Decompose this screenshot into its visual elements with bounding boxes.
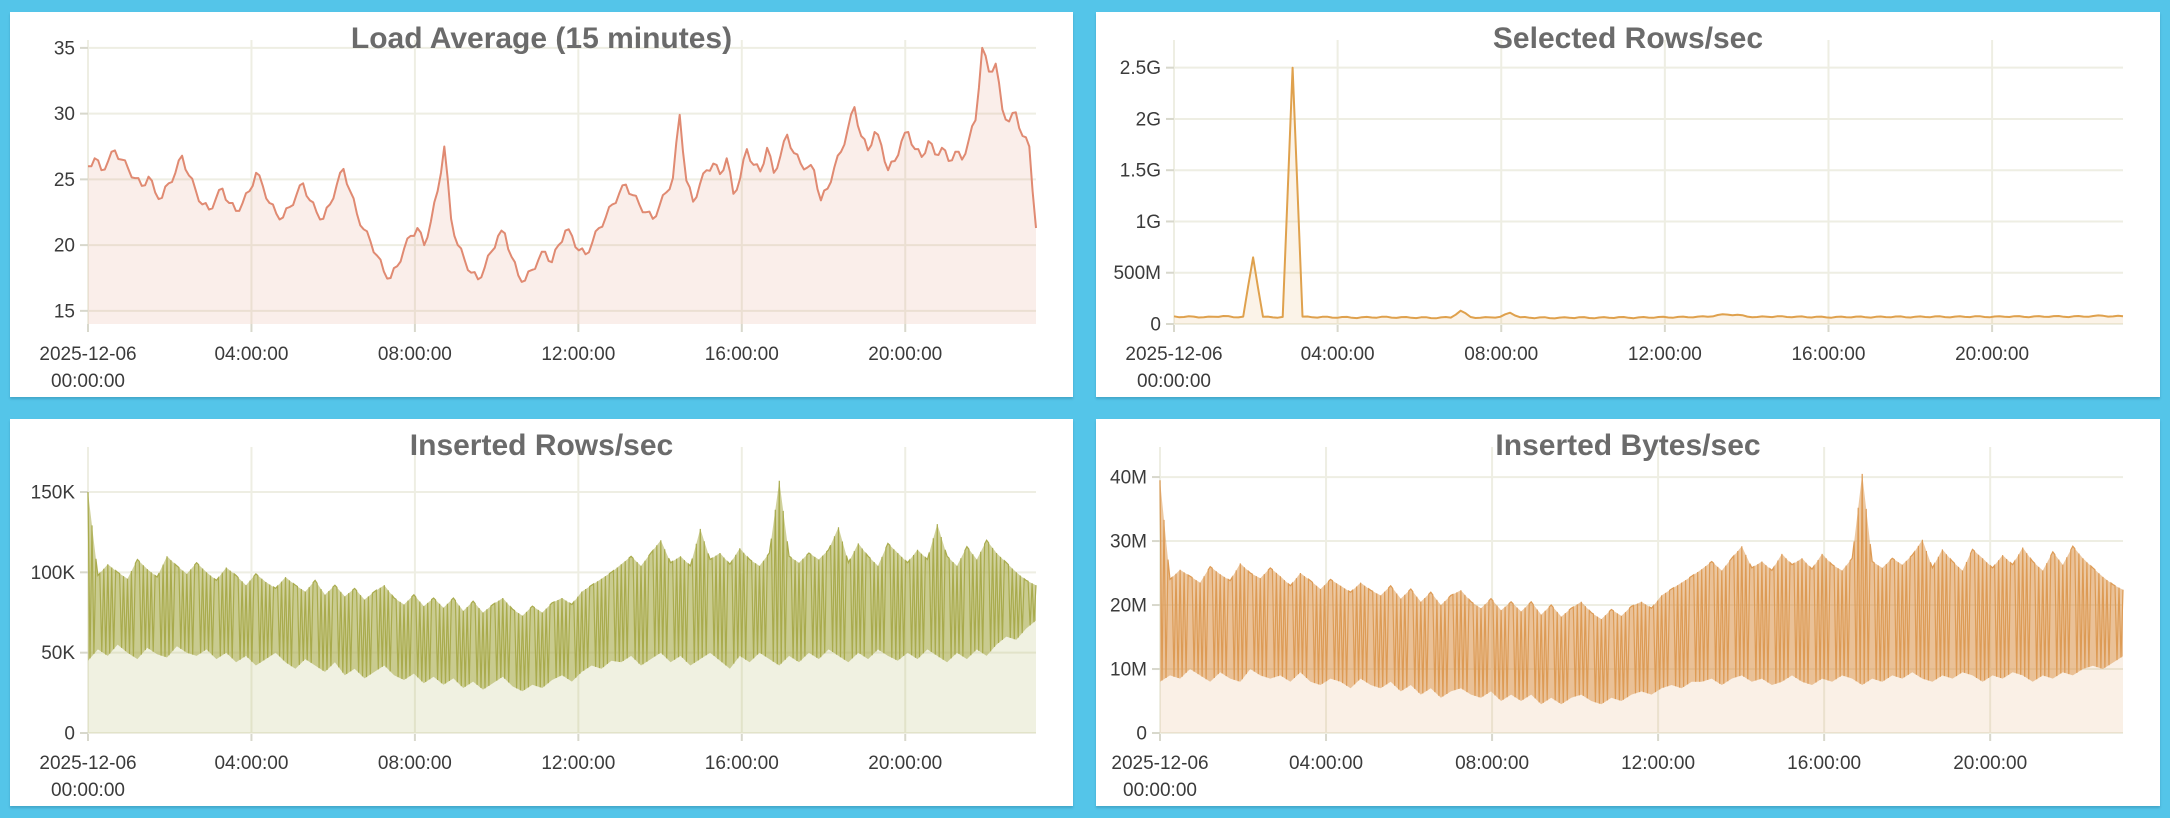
svg-text:500M: 500M — [1113, 263, 1161, 284]
svg-text:0: 0 — [1150, 314, 1161, 335]
svg-text:2.5G: 2.5G — [1120, 58, 1161, 79]
svg-text:04:00:00: 04:00:00 — [214, 344, 288, 365]
svg-text:25: 25 — [54, 170, 75, 191]
svg-text:10M: 10M — [1110, 659, 1147, 680]
svg-text:04:00:00: 04:00:00 — [1301, 344, 1375, 365]
svg-text:16:00:00: 16:00:00 — [1787, 753, 1861, 774]
chart-title-load-average: Load Average (15 minutes) — [350, 22, 733, 55]
chart-inserted-bytes-per-sec[interactable]: 0 10M 20M 30M 40M 2025-12-06 00:00:00 04:00:00 0… — [1096, 419, 2160, 806]
svg-text:1.5G: 1.5G — [1120, 161, 1161, 182]
svg-text:30: 30 — [54, 104, 75, 125]
svg-text:20:00:00: 20:00:00 — [868, 753, 942, 774]
svg-text:16:00:00: 16:00:00 — [705, 344, 779, 365]
panel-inserted-bytes-per-sec: Inserted Bytes/sec 0 10M 20M 30M 40M 2025-12-… — [1096, 419, 2160, 806]
svg-text:2025-12-06: 2025-12-06 — [1125, 344, 1222, 365]
svg-text:0: 0 — [64, 723, 75, 744]
svg-text:20: 20 — [54, 236, 75, 257]
chart-selected-rows-per-sec[interactable]: 0 500M 1G 1.5G 2G 2.5G 2025-12-06 00:00:00 04:00… — [1096, 12, 2160, 397]
svg-text:0: 0 — [1136, 723, 1147, 744]
svg-text:30M: 30M — [1110, 532, 1147, 553]
svg-text:08:00:00: 08:00:00 — [378, 753, 452, 774]
svg-text:20M: 20M — [1110, 595, 1147, 616]
svg-text:2025-12-06: 2025-12-06 — [39, 344, 136, 365]
svg-text:00:00:00: 00:00:00 — [1123, 780, 1197, 801]
panel-selected-rows-per-sec: Selected Rows/sec 0 500M 1G 1.5G 2G 2.5G 2025-… — [1096, 12, 2160, 397]
svg-text:2025-12-06: 2025-12-06 — [1111, 753, 1208, 774]
svg-text:1G: 1G — [1136, 212, 1161, 233]
chart-load-average[interactable]: 15 20 25 30 35 2025-12-06 00:00:00 04:00:00 08:0… — [10, 12, 1073, 397]
chart-title-selected-rows: Selected Rows/sec — [1492, 22, 1764, 55]
panel-inserted-rows-per-sec: Inserted Rows/sec 0 50K 100K 150K 2025-12-06… — [10, 419, 1073, 806]
svg-text:2G: 2G — [1136, 109, 1161, 130]
svg-text:150K: 150K — [31, 482, 76, 503]
svg-text:08:00:00: 08:00:00 — [1464, 344, 1538, 365]
svg-text:00:00:00: 00:00:00 — [51, 780, 125, 801]
svg-text:12:00:00: 12:00:00 — [541, 344, 615, 365]
svg-text:16:00:00: 16:00:00 — [1791, 344, 1865, 365]
chart-inserted-rows-per-sec[interactable]: 0 50K 100K 150K 2025-12-06 00:00:00 04:00:00 08… — [10, 419, 1073, 806]
svg-text:40M: 40M — [1110, 468, 1147, 489]
svg-text:12:00:00: 12:00:00 — [1628, 344, 1702, 365]
svg-text:00:00:00: 00:00:00 — [51, 371, 125, 392]
chart-title-inserted-rows: Inserted Rows/sec — [409, 429, 674, 462]
svg-text:00:00:00: 00:00:00 — [1137, 371, 1211, 392]
svg-text:100K: 100K — [31, 563, 76, 584]
svg-text:08:00:00: 08:00:00 — [1455, 753, 1529, 774]
svg-text:15: 15 — [54, 301, 75, 322]
svg-text:08:00:00: 08:00:00 — [378, 344, 452, 365]
panel-load-average: Load Average (15 minutes) 15 20 25 30 35 2025… — [10, 12, 1073, 397]
svg-text:04:00:00: 04:00:00 — [1289, 753, 1363, 774]
svg-text:16:00:00: 16:00:00 — [705, 753, 779, 774]
svg-text:12:00:00: 12:00:00 — [1621, 753, 1695, 774]
svg-text:2025-12-06: 2025-12-06 — [39, 753, 136, 774]
svg-text:50K: 50K — [41, 643, 75, 664]
svg-text:35: 35 — [54, 38, 75, 59]
svg-text:04:00:00: 04:00:00 — [214, 753, 288, 774]
chart-title-inserted-bytes: Inserted Bytes/sec — [1495, 429, 1761, 462]
svg-text:12:00:00: 12:00:00 — [541, 753, 615, 774]
svg-text:20:00:00: 20:00:00 — [1955, 344, 2029, 365]
svg-text:20:00:00: 20:00:00 — [868, 344, 942, 365]
svg-text:20:00:00: 20:00:00 — [1953, 753, 2027, 774]
